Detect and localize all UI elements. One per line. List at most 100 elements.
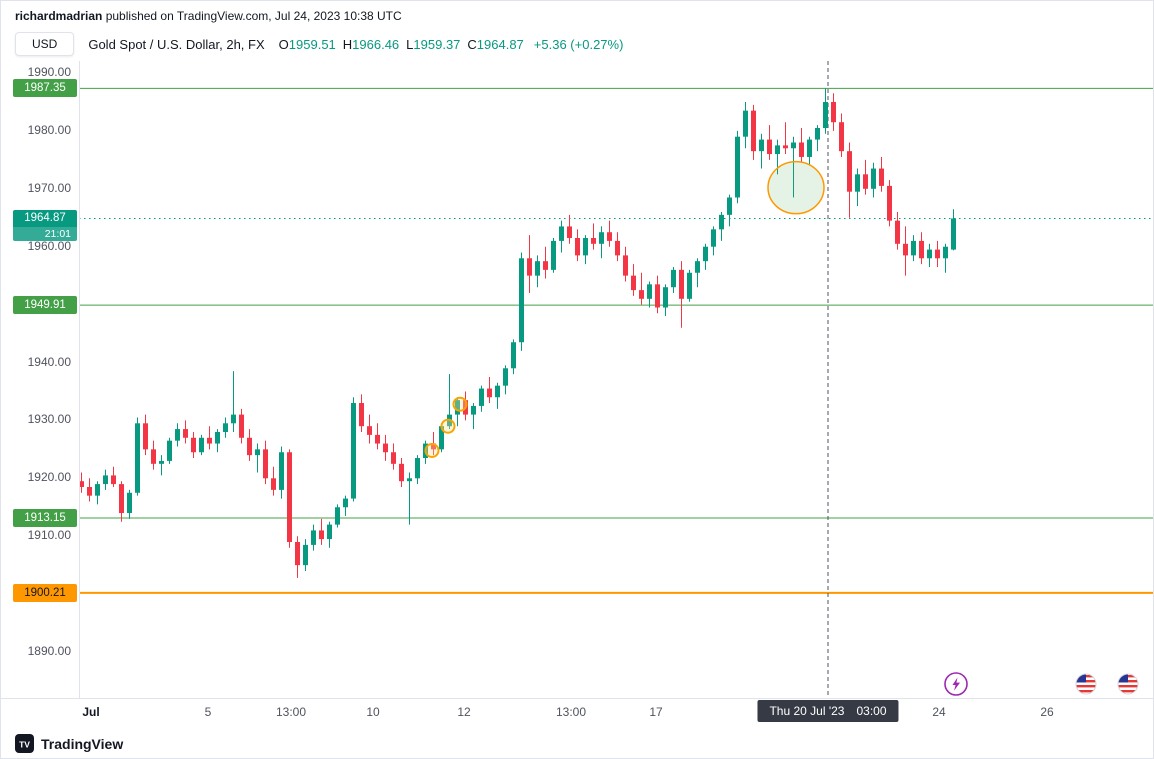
candle-body: [799, 142, 804, 157]
candle-body: [495, 385, 500, 398]
price-axis[interactable]: 1990.00 1980.00 1970.00 1960.00 1940.00 1930.…: [1, 1, 73, 698]
circle-marker[interactable]: [440, 418, 456, 434]
candle-body: [287, 452, 292, 542]
current-price-badge: 1964.87 21:01: [13, 209, 77, 241]
symbol-bar: USD Gold Spot / U.S. Dollar, 2h, FX O195…: [15, 31, 623, 57]
candle-body: [727, 197, 732, 215]
candle-body: [503, 368, 508, 386]
candle-body: [319, 530, 324, 540]
candle-body: [375, 434, 380, 444]
candle-body: [871, 168, 876, 189]
time-axis[interactable]: Jul 5 13:00 10 12 13:00 17 24 26: [1, 705, 1153, 723]
candle-body: [255, 449, 260, 456]
time-tick-label: 10: [366, 705, 380, 719]
candle-body: [919, 240, 924, 259]
us-flag-event-icon[interactable]: [1075, 673, 1097, 700]
crosshair-time: 03:00: [856, 704, 887, 718]
price-change: +5.36 (+0.27%): [533, 36, 624, 52]
candle-body: [647, 284, 652, 299]
candle-body: [639, 290, 644, 299]
candle-body: [951, 218, 956, 250]
candle-body: [191, 437, 196, 453]
candle-body: [575, 238, 580, 256]
candle-body: [207, 437, 212, 444]
candle-body: [767, 139, 772, 155]
candle-body: [847, 151, 852, 192]
symbol-title: Gold Spot / U.S. Dollar, 2h, FX: [88, 36, 265, 52]
candle-body: [679, 269, 684, 299]
candle-body: [311, 530, 316, 545]
candle-body: [167, 440, 172, 461]
candle-body: [439, 426, 444, 450]
circle-marker[interactable]: [424, 443, 440, 459]
price-level-badge: 1949.91: [13, 296, 77, 315]
price-tick-label: 1980.00: [27, 122, 71, 137]
candle-body: [359, 403, 364, 427]
candle-body: [383, 443, 388, 453]
candle-body: [335, 507, 340, 525]
candle-body: [559, 226, 564, 241]
circle-marker[interactable]: [452, 396, 468, 412]
price-tick-label: 1930.00: [27, 412, 71, 427]
candle-body: [687, 272, 692, 299]
price-tick-label: 1960.00: [27, 238, 71, 253]
candle-body: [783, 145, 788, 149]
time-tick-label: 12: [457, 705, 471, 719]
candle-body: [351, 403, 356, 499]
candle-body: [103, 475, 108, 485]
candle-body: [879, 168, 884, 186]
candle-body: [183, 429, 188, 438]
candle-body: [391, 452, 396, 464]
currency-toggle-button[interactable]: USD: [15, 32, 75, 56]
candle-body: [215, 431, 220, 444]
candle-body: [415, 458, 420, 479]
candle-body: [895, 220, 900, 244]
candle-body: [711, 229, 716, 247]
candle-body: [479, 388, 484, 406]
publish-text: published on TradingView.com, Jul 24, 20…: [102, 9, 402, 23]
time-tick-label: 13:00: [555, 705, 587, 719]
lightning-event-icon[interactable]: [943, 671, 969, 702]
candle-body: [471, 405, 476, 415]
time-axis-border: [1, 698, 1153, 699]
candle-body: [399, 463, 404, 482]
author-name: richardmadrian: [15, 9, 103, 23]
candle-body: [911, 240, 916, 256]
candle-body: [855, 174, 860, 192]
candle-body: [263, 449, 268, 479]
ellipse-annotation[interactable]: [767, 160, 825, 215]
candle-body: [591, 238, 596, 244]
price-tick-label: 1910.00: [27, 528, 71, 543]
candle-body: [135, 423, 140, 493]
candle-body: [79, 481, 84, 487]
candle-body: [247, 437, 252, 456]
price-level-badge: 1900.21: [13, 583, 77, 602]
candle-body: [127, 492, 132, 514]
candle-body: [759, 139, 764, 152]
candle-body: [159, 460, 164, 464]
candle-body: [935, 249, 940, 259]
candle-body: [655, 284, 660, 308]
crosshair-date: Thu 20 Jul '23: [769, 704, 845, 718]
candle-body: [671, 269, 676, 288]
candle-body: [791, 142, 796, 149]
candle-body: [407, 478, 412, 482]
tradingview-attribution[interactable]: TV TradingView: [15, 734, 123, 753]
candle-body: [231, 414, 236, 424]
candle-body: [703, 246, 708, 262]
brand-name: TradingView: [41, 735, 124, 752]
candle-body: [583, 238, 588, 256]
candle-body: [239, 414, 244, 438]
candle-body: [119, 484, 124, 514]
candle-body: [623, 255, 628, 276]
candle-body: [527, 258, 532, 276]
svg-text:TV: TV: [19, 740, 30, 750]
candle-body: [663, 287, 668, 308]
candle-body: [775, 145, 780, 155]
candle-body: [455, 400, 460, 415]
candle-body: [143, 423, 148, 450]
candle-body: [735, 136, 740, 198]
us-flag-event-icon[interactable]: [1117, 673, 1139, 700]
